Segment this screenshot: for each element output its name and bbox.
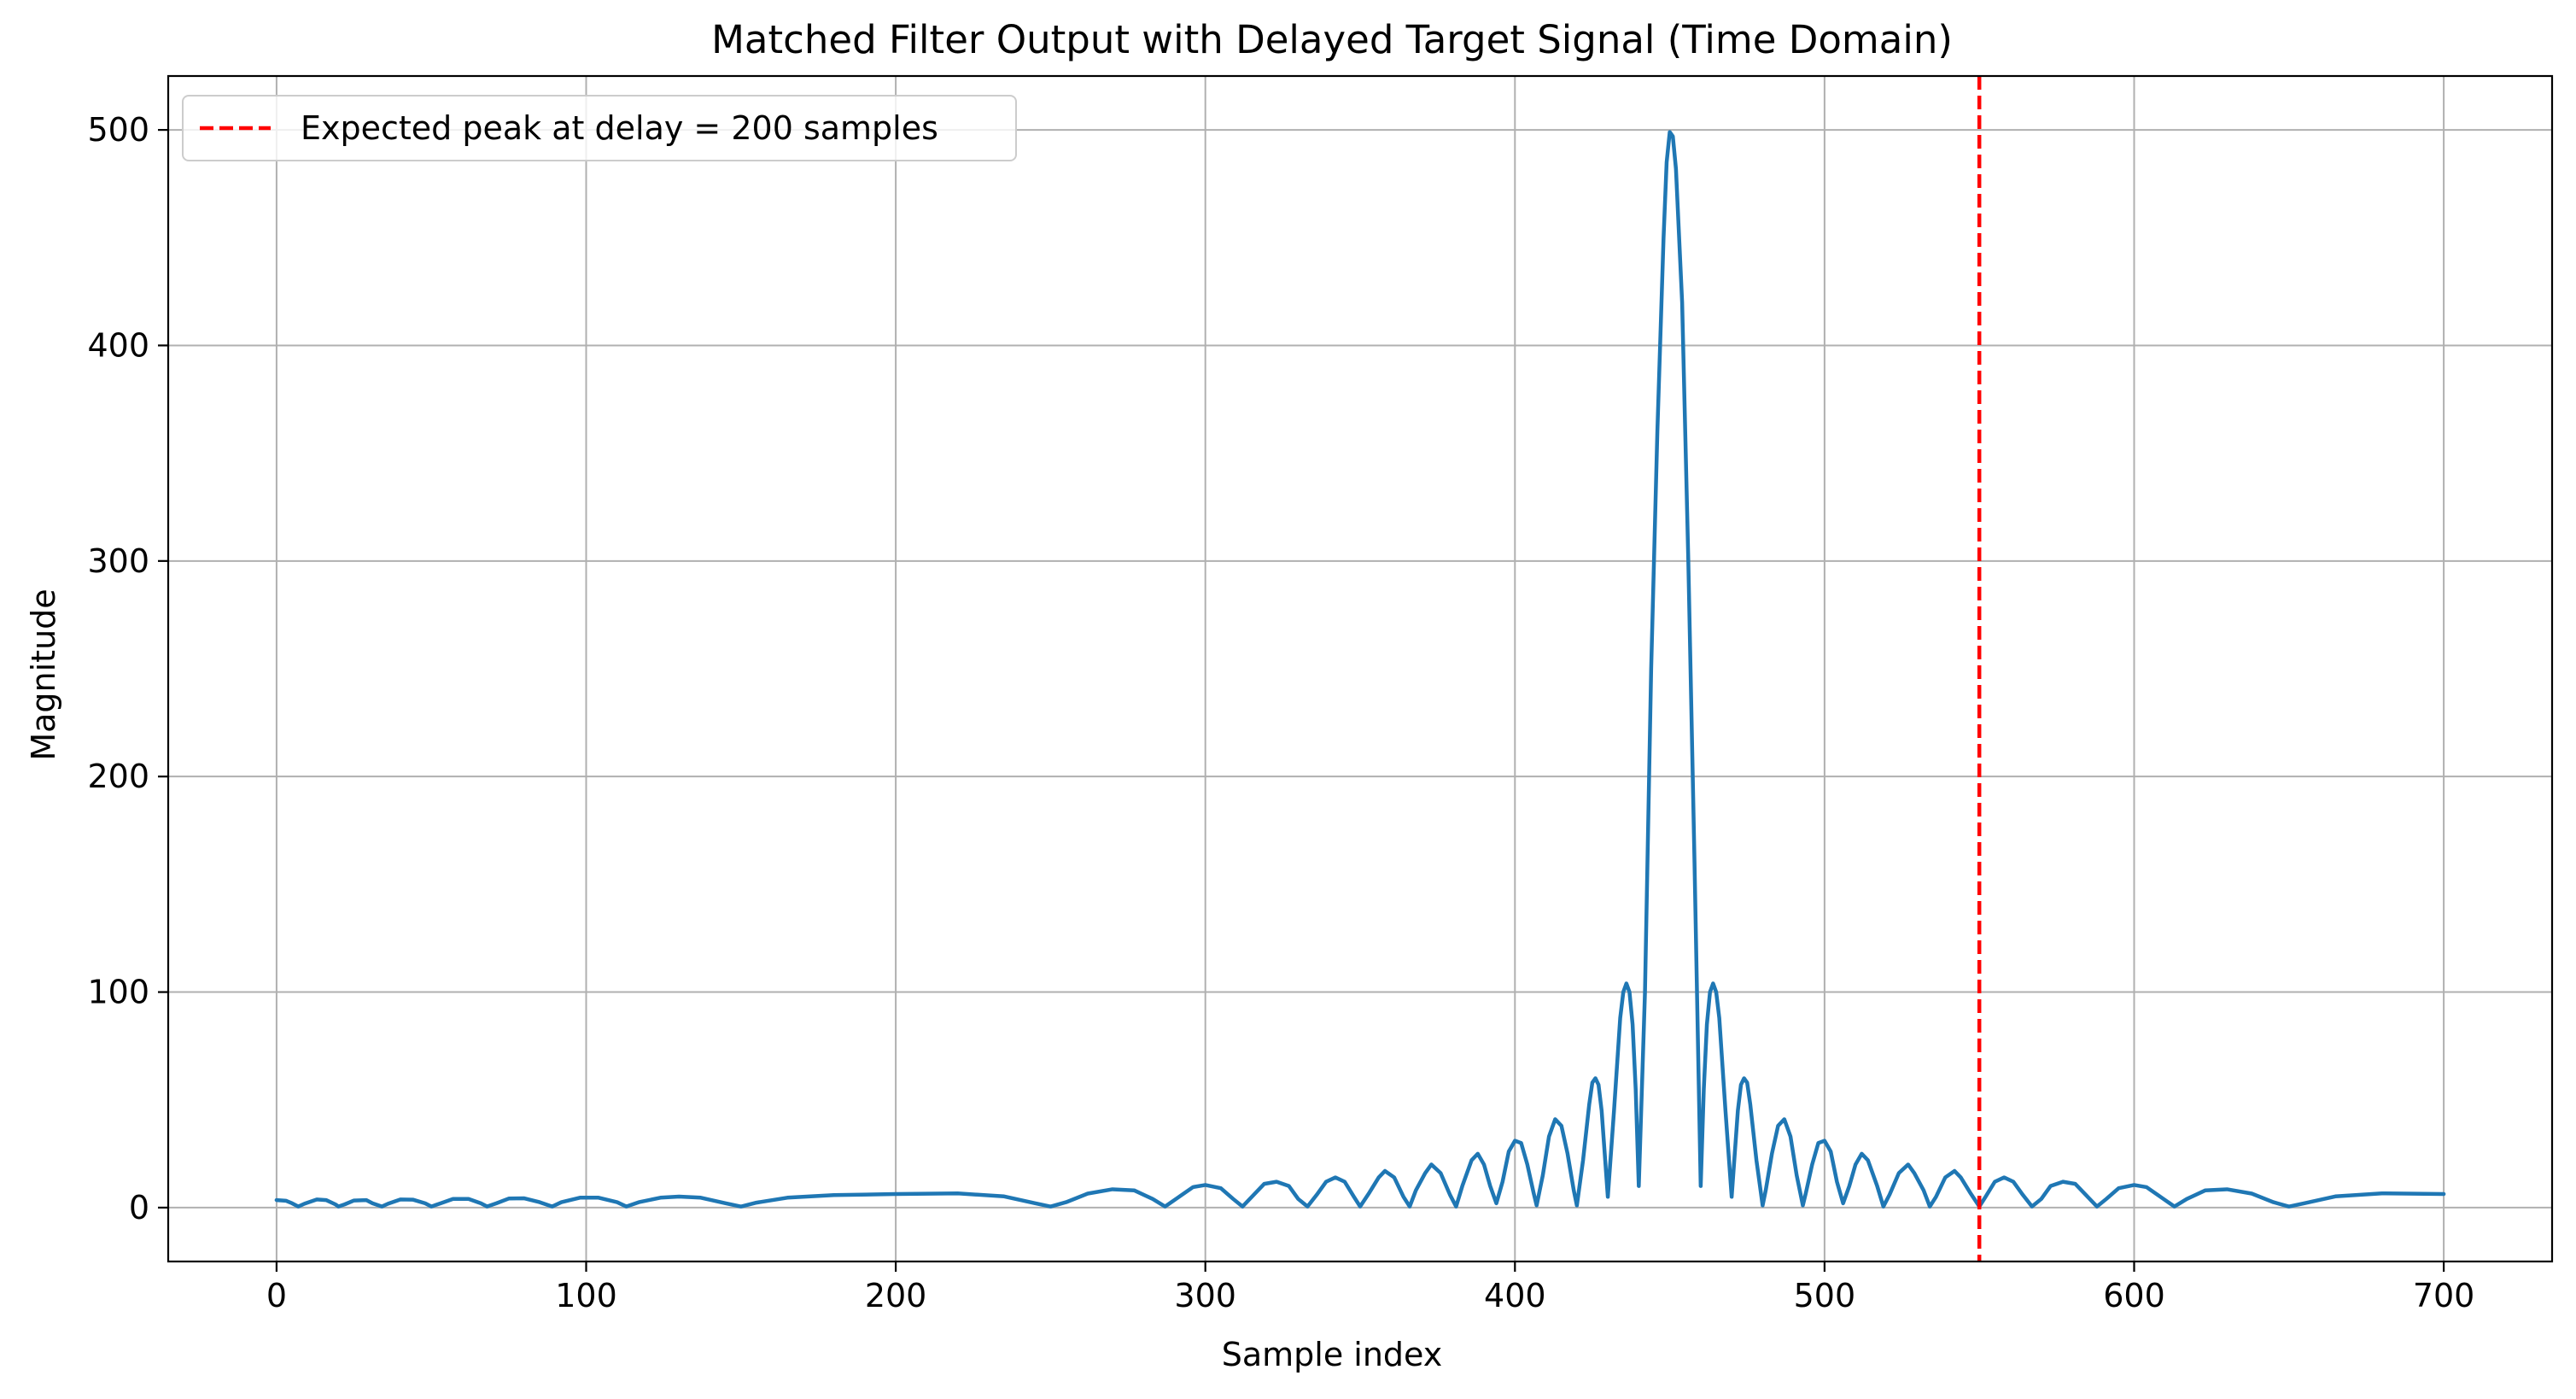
- y-tick-label: 100: [87, 974, 149, 1011]
- x-tick-label: 700: [2413, 1277, 2475, 1314]
- y-axis-label: Magnitude: [25, 588, 62, 760]
- legend-box: [182, 95, 1017, 161]
- plot-frame: [166, 74, 2554, 1263]
- x-tick-label: 300: [1174, 1277, 1236, 1314]
- grid: [168, 76, 2552, 1261]
- x-tick-label: 200: [865, 1277, 927, 1314]
- x-tick-label: 600: [2103, 1277, 2165, 1314]
- y-tick-label: 300: [87, 542, 149, 580]
- x-axis-label: Sample index: [1222, 1336, 1443, 1373]
- chart-title: Matched Filter Output with Delayed Targe…: [711, 17, 1953, 62]
- y-tick-label: 0: [129, 1189, 149, 1226]
- y-tick-label: 500: [87, 111, 149, 149]
- series-line: [274, 130, 2446, 1209]
- x-axis: 0 100 200 300 400 500 600 700: [266, 1261, 2475, 1314]
- x-tick-label: 500: [1794, 1277, 1856, 1314]
- x-tick-label: 0: [266, 1277, 287, 1314]
- y-tick-label: 200: [87, 758, 149, 795]
- x-tick-label: 400: [1484, 1277, 1546, 1314]
- y-axis: 0 100 200 300 400 500: [87, 111, 168, 1226]
- axes-frame: [166, 74, 2554, 1263]
- legend: Expected peak at delay = 200 samples: [182, 95, 1017, 161]
- plot-area: [274, 76, 2446, 1261]
- legend-label: Expected peak at delay = 200 samples: [301, 109, 938, 147]
- x-tick-label: 100: [555, 1277, 617, 1314]
- y-tick-label: 400: [87, 326, 149, 364]
